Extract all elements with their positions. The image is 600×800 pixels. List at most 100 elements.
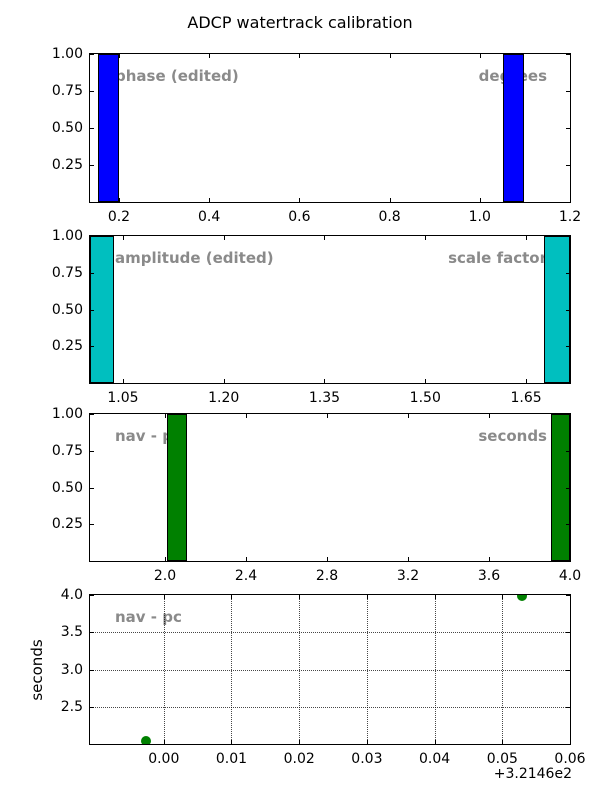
y-tick-mark xyxy=(566,272,570,274)
x-tick-label: 0.00 xyxy=(148,751,180,767)
x-tick-mark xyxy=(408,414,409,418)
y-tick-mark xyxy=(90,632,94,634)
y-tick-label: 0.25 xyxy=(51,338,83,355)
x-tick-mark xyxy=(165,557,166,561)
x-tick-label: 1.20 xyxy=(208,390,240,406)
x-tick-label: 2.8 xyxy=(315,568,339,584)
x-tick-mark xyxy=(324,379,326,383)
x-tick-mark xyxy=(327,557,328,561)
y-tick-mark xyxy=(90,128,94,129)
y-tick-mark xyxy=(566,487,570,489)
x-tick-mark xyxy=(223,379,225,383)
x-tick-mark xyxy=(299,595,301,599)
y-tick-label: 0.25 xyxy=(51,516,83,533)
x-tick-label: 1.2 xyxy=(558,209,582,225)
x-tick-label: 2.0 xyxy=(153,568,177,584)
annotation-scale-factor: scale factor xyxy=(448,249,547,267)
x-tick-label: 0.04 xyxy=(419,751,451,767)
x-tick-mark xyxy=(434,595,436,599)
x-tick-label: 1.65 xyxy=(510,390,542,406)
y-tick-mark xyxy=(566,632,570,634)
y-tick-mark xyxy=(566,595,570,596)
annotation-nav-pc-scatter: nav - pc xyxy=(115,608,182,626)
x-tick-mark xyxy=(163,595,165,599)
y-tick-label: 0.50 xyxy=(51,479,83,496)
y-tick-mark xyxy=(90,309,94,311)
y-tick-mark xyxy=(566,450,570,452)
subplot-navpc-histogram: nav - pc seconds 2.0 2.4 2.8 3.2 3.6 4.0 0.25 0… xyxy=(0,406,600,595)
grid-line-vertical xyxy=(570,595,571,744)
y-tick-mark xyxy=(566,669,570,671)
y-tick-mark xyxy=(90,236,94,237)
histogram-bar xyxy=(166,414,188,561)
x-tick-label: 3.6 xyxy=(477,568,501,584)
y-tick-label: 3.5 xyxy=(60,624,83,641)
x-tick-mark xyxy=(122,236,124,240)
x-tick-label: 1.35 xyxy=(308,390,341,406)
plot-area-navpc-scatter: nav - pc xyxy=(89,594,571,745)
x-tick-mark xyxy=(570,557,571,561)
y-tick-label: 1.00 xyxy=(51,228,83,244)
x-tick-label: 0.6 xyxy=(288,209,311,225)
x-tick-mark xyxy=(389,54,391,58)
y-tick-mark xyxy=(90,414,94,415)
y-tick-mark xyxy=(566,346,570,348)
y-tick-mark xyxy=(90,54,94,55)
data-point xyxy=(516,595,527,601)
y-tick-mark xyxy=(566,524,570,526)
y-tick-mark xyxy=(566,165,570,166)
x-tick-mark xyxy=(366,740,368,744)
x-tick-mark xyxy=(434,740,436,744)
y-tick-label: 0.50 xyxy=(51,301,83,318)
x-tick-mark xyxy=(246,557,247,561)
y-tick-mark xyxy=(566,54,570,55)
y-tick-mark xyxy=(90,346,94,348)
x-tick-mark xyxy=(570,414,571,418)
x-tick-mark xyxy=(231,740,233,744)
x-tick-mark xyxy=(122,379,124,383)
y-tick-mark xyxy=(566,706,570,708)
x-tick-mark xyxy=(489,557,490,561)
x-tick-mark xyxy=(231,595,233,599)
x-tick-mark xyxy=(502,740,504,744)
x-tick-label: 4.0 xyxy=(558,568,582,584)
x-tick-mark xyxy=(366,595,368,599)
x-tick-mark xyxy=(425,379,427,383)
y-tick-label: 0.75 xyxy=(51,264,83,281)
x-tick-label: 0.2 xyxy=(107,209,131,225)
y-tick-label: 0.75 xyxy=(51,442,83,459)
y-tick-mark xyxy=(566,414,570,415)
x-tick-mark xyxy=(408,557,409,561)
x-tick-mark xyxy=(299,198,301,202)
y-tick-mark xyxy=(566,309,570,311)
x-tick-mark xyxy=(526,236,528,240)
y-tick-mark xyxy=(90,487,94,489)
y-tick-mark xyxy=(90,91,94,92)
x-tick-mark xyxy=(389,198,391,202)
x-tick-mark xyxy=(570,595,571,599)
y-tick-mark xyxy=(90,669,94,671)
x-tick-label: 0.05 xyxy=(486,751,518,767)
x-tick-label: 1.05 xyxy=(107,390,139,406)
x-tick-mark xyxy=(209,54,211,58)
x-tick-mark xyxy=(570,54,571,58)
x-tick-mark xyxy=(118,198,120,202)
x-tick-mark xyxy=(324,236,326,240)
x-tick-mark xyxy=(327,414,328,418)
x-tick-mark xyxy=(570,198,571,202)
histogram-bar xyxy=(98,54,119,202)
subplot-amplitude-histogram: amplitude (edited) scale factor 1.05 1.20… xyxy=(0,228,600,417)
x-axis-offset-label: +3.2146e2 xyxy=(493,766,572,782)
y-tick-label: 3.0 xyxy=(60,661,83,678)
y-tick-label: 2.5 xyxy=(60,698,83,715)
x-tick-label: 0.06 xyxy=(554,751,586,767)
x-tick-mark xyxy=(299,54,301,58)
y-tick-label: 4.0 xyxy=(60,587,83,603)
y-tick-label: 0.75 xyxy=(51,83,83,99)
x-tick-label: 3.2 xyxy=(396,568,420,584)
y-tick-label: 0.50 xyxy=(51,120,83,136)
y-tick-mark xyxy=(90,706,94,708)
x-tick-label: 0.02 xyxy=(283,751,315,767)
x-tick-mark xyxy=(479,54,481,58)
